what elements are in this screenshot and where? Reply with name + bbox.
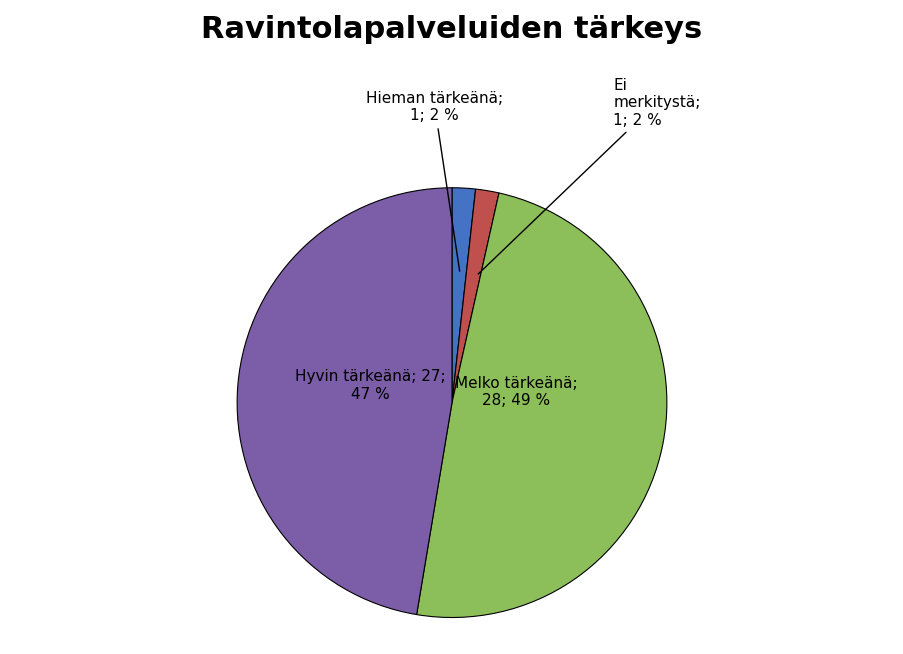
Wedge shape: [237, 188, 452, 615]
Wedge shape: [416, 193, 666, 617]
Text: Hyvin tärkeänä; 27;
47 %: Hyvin tärkeänä; 27; 47 %: [294, 370, 445, 402]
Text: Melko tärkeänä;
28; 49 %: Melko tärkeänä; 28; 49 %: [454, 375, 577, 408]
Wedge shape: [452, 189, 498, 403]
Text: Ei
merkitystä;
1; 2 %: Ei merkitystä; 1; 2 %: [478, 78, 700, 274]
Wedge shape: [452, 188, 475, 403]
Text: Hieman tärkeänä;
1; 2 %: Hieman tärkeänä; 1; 2 %: [366, 91, 503, 271]
Title: Ravintolapalveluiden tärkeys: Ravintolapalveluiden tärkeys: [201, 15, 702, 44]
